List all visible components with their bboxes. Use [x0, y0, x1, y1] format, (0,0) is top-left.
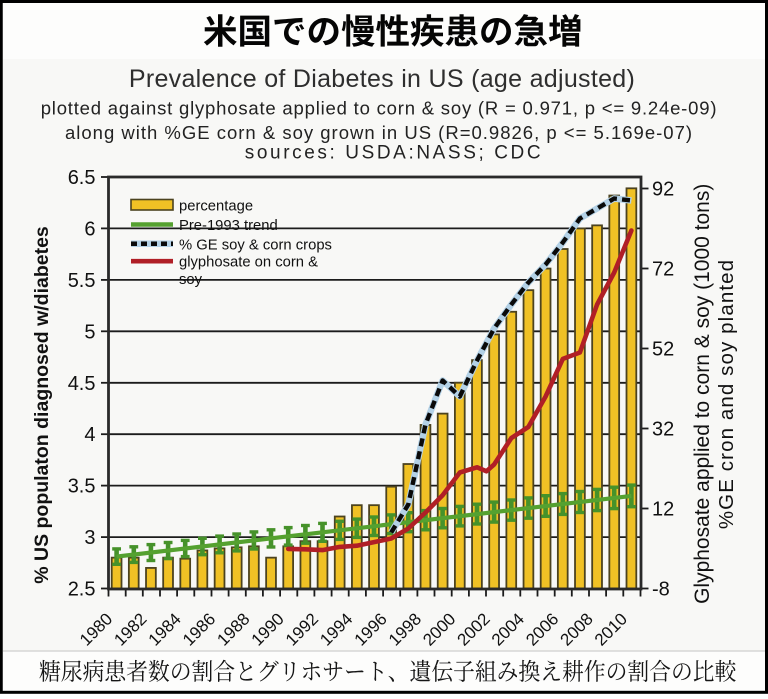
svg-text:4: 4	[84, 424, 95, 446]
svg-text:32: 32	[652, 419, 674, 441]
svg-text:-8: -8	[652, 579, 670, 601]
svg-text:6.5: 6.5	[68, 167, 96, 189]
svg-text:sources: USDA:NASS; CDC: sources: USDA:NASS; CDC	[245, 143, 543, 164]
svg-text:%GE cron and soy planted: %GE cron and soy planted	[715, 259, 738, 529]
svg-text:5.5: 5.5	[68, 270, 96, 292]
svg-text:% GE soy & corn crops: % GE soy & corn crops	[179, 237, 332, 253]
svg-text:percentage: percentage	[179, 199, 253, 215]
svg-text:6: 6	[84, 218, 95, 240]
svg-text:Pre-1993 trend: Pre-1993 trend	[179, 218, 278, 234]
svg-text:3.5: 3.5	[68, 476, 96, 498]
svg-text:4.5: 4.5	[68, 373, 96, 395]
svg-text:plotted against glyphosate app: plotted against glyphosate applied to co…	[41, 98, 718, 119]
svg-text:% US populaton diagnosed w/dia: % US populaton diagnosed w/diabetes	[31, 226, 53, 584]
svg-text:glyphosate on corn &: glyphosate on corn &	[179, 255, 318, 271]
svg-text:Prevalence of Diabetes in US (: Prevalence of Diabetes in US (age adjust…	[129, 65, 635, 93]
svg-text:12: 12	[652, 499, 674, 521]
svg-text:Glyphosate applied to corn & s: Glyphosate applied to corn & soy (1000 t…	[691, 184, 714, 604]
svg-text:5: 5	[84, 321, 95, 343]
svg-text:along with %GE corn & soy grow: along with %GE corn & soy grown in US (R…	[65, 122, 693, 143]
svg-text:92: 92	[652, 179, 674, 201]
svg-text:2.5: 2.5	[68, 579, 96, 601]
svg-text:3: 3	[84, 527, 95, 549]
svg-text:soy: soy	[179, 272, 203, 288]
svg-text:52: 52	[652, 339, 674, 361]
svg-text:72: 72	[652, 259, 674, 281]
